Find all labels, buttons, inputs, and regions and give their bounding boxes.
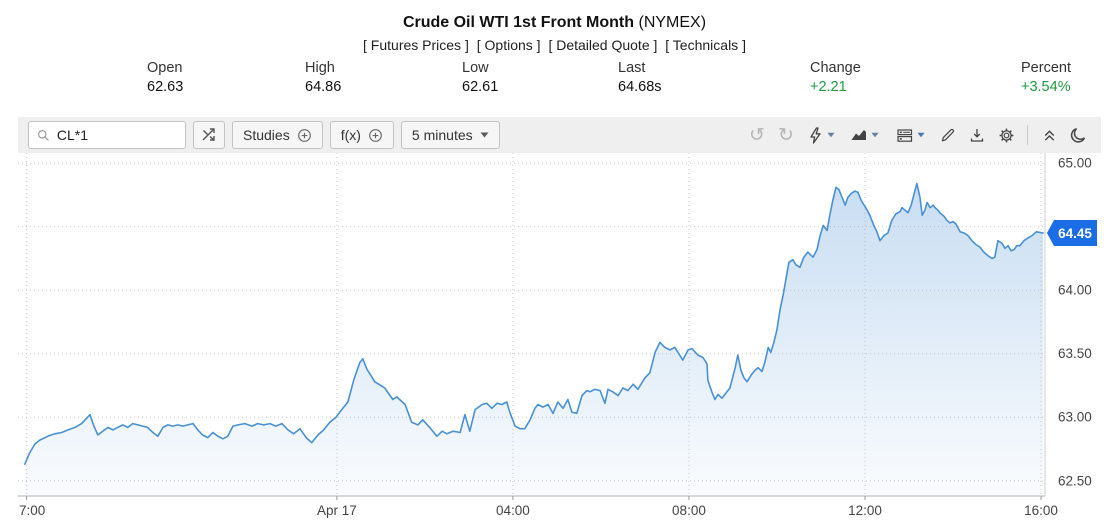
- symbol-search-box[interactable]: [28, 121, 186, 149]
- svg-text:62.50: 62.50: [1058, 473, 1092, 488]
- download-button[interactable]: [966, 123, 988, 147]
- plus-circle-icon: [297, 128, 311, 142]
- studies-label: Studies: [243, 127, 290, 143]
- stat-percent: Percent +3.54%: [1021, 60, 1071, 95]
- gear-icon: [999, 128, 1013, 142]
- stat-low: Low 62.61: [462, 60, 499, 95]
- symbol-search-input[interactable]: [56, 127, 177, 143]
- settings-button[interactable]: [995, 123, 1017, 147]
- download-icon: [970, 129, 984, 142]
- moon-icon: [1070, 127, 1085, 143]
- timeframe-dropdown[interactable]: 5 minutes: [400, 121, 500, 149]
- chart-toolbar: Studies f(x) 5 minutes ↺ ↻: [18, 117, 1101, 153]
- svg-text:63.00: 63.00: [1058, 410, 1092, 425]
- collapse-toolbar-button[interactable]: [1038, 123, 1060, 147]
- chart-widget: Studies f(x) 5 minutes ↺ ↻: [18, 117, 1101, 521]
- view-templates-dropdown[interactable]: [890, 123, 930, 147]
- dark-mode-toggle[interactable]: [1067, 123, 1089, 147]
- svg-text:16:00: 16:00: [1024, 503, 1058, 518]
- stat-open: Open 62.63: [147, 60, 184, 95]
- pencil-icon: [941, 128, 955, 142]
- svg-text:65.00: 65.00: [1058, 156, 1092, 171]
- redo-icon: ↻: [778, 124, 794, 146]
- redo-button[interactable]: ↻: [775, 123, 797, 147]
- svg-text:12:00: 12:00: [848, 503, 882, 518]
- plus-circle-icon: [369, 128, 382, 142]
- toolbar-divider: [1027, 125, 1028, 145]
- area-chart-icon: [851, 130, 866, 140]
- link-technicals[interactable]: [ Technicals ]: [665, 37, 746, 53]
- svg-text:04:00: 04:00: [496, 503, 530, 518]
- lightning-icon: [810, 126, 821, 144]
- link-detailed-quote[interactable]: [ Detailed Quote ]: [548, 37, 658, 53]
- stat-high: High 64.86: [305, 60, 342, 95]
- symbol-name: Crude Oil WTI 1st Front Month: [402, 14, 635, 31]
- functions-label: f(x): [340, 127, 361, 143]
- exchange-name: (NYMEX): [638, 14, 707, 31]
- page-title: Crude Oil WTI 1st Front Month (NYMEX): [0, 14, 1109, 32]
- undo-icon: ↺: [749, 124, 765, 146]
- quote-nav-links: [ Futures Prices ] [ Options ] [ Detaile…: [0, 37, 1109, 53]
- svg-text:7:00: 7:00: [19, 503, 45, 518]
- quote-stats-row: Open 62.63 High 64.86 Low 62.61 Last 64.…: [0, 59, 1109, 99]
- chevron-down-icon: [916, 132, 925, 138]
- chevron-down-icon: [827, 132, 835, 138]
- svg-text:64.45: 64.45: [1058, 226, 1092, 241]
- svg-text:08:00: 08:00: [672, 503, 706, 518]
- svg-text:Apr 17: Apr 17: [317, 503, 357, 518]
- functions-button[interactable]: f(x): [329, 121, 394, 149]
- stat-last: Last 64.68s: [618, 60, 662, 95]
- quote-header: Crude Oil WTI 1st Front Month (NYMEX) [ …: [0, 14, 1109, 53]
- timeframe-label: 5 minutes: [411, 127, 473, 143]
- studies-button[interactable]: Studies: [232, 121, 323, 149]
- draw-tools-button[interactable]: [937, 123, 959, 147]
- chevron-down-icon: [480, 132, 489, 138]
- compare-icon: [202, 128, 215, 141]
- svg-text:64.00: 64.00: [1058, 283, 1092, 298]
- search-icon: [37, 129, 49, 141]
- quick-study-dropdown[interactable]: [804, 123, 838, 147]
- templates-icon: [896, 128, 912, 142]
- compare-symbol-button[interactable]: [193, 121, 225, 149]
- undo-button[interactable]: ↺: [746, 123, 768, 147]
- stat-change: Change +2.21: [810, 60, 861, 95]
- svg-text:63.50: 63.50: [1058, 346, 1092, 361]
- chevrons-up-icon: [1044, 129, 1054, 141]
- link-options[interactable]: [ Options ]: [476, 37, 541, 53]
- chart-type-dropdown[interactable]: [845, 123, 883, 147]
- chevron-down-icon: [870, 132, 879, 138]
- link-futures-prices[interactable]: [ Futures Prices ]: [363, 37, 469, 53]
